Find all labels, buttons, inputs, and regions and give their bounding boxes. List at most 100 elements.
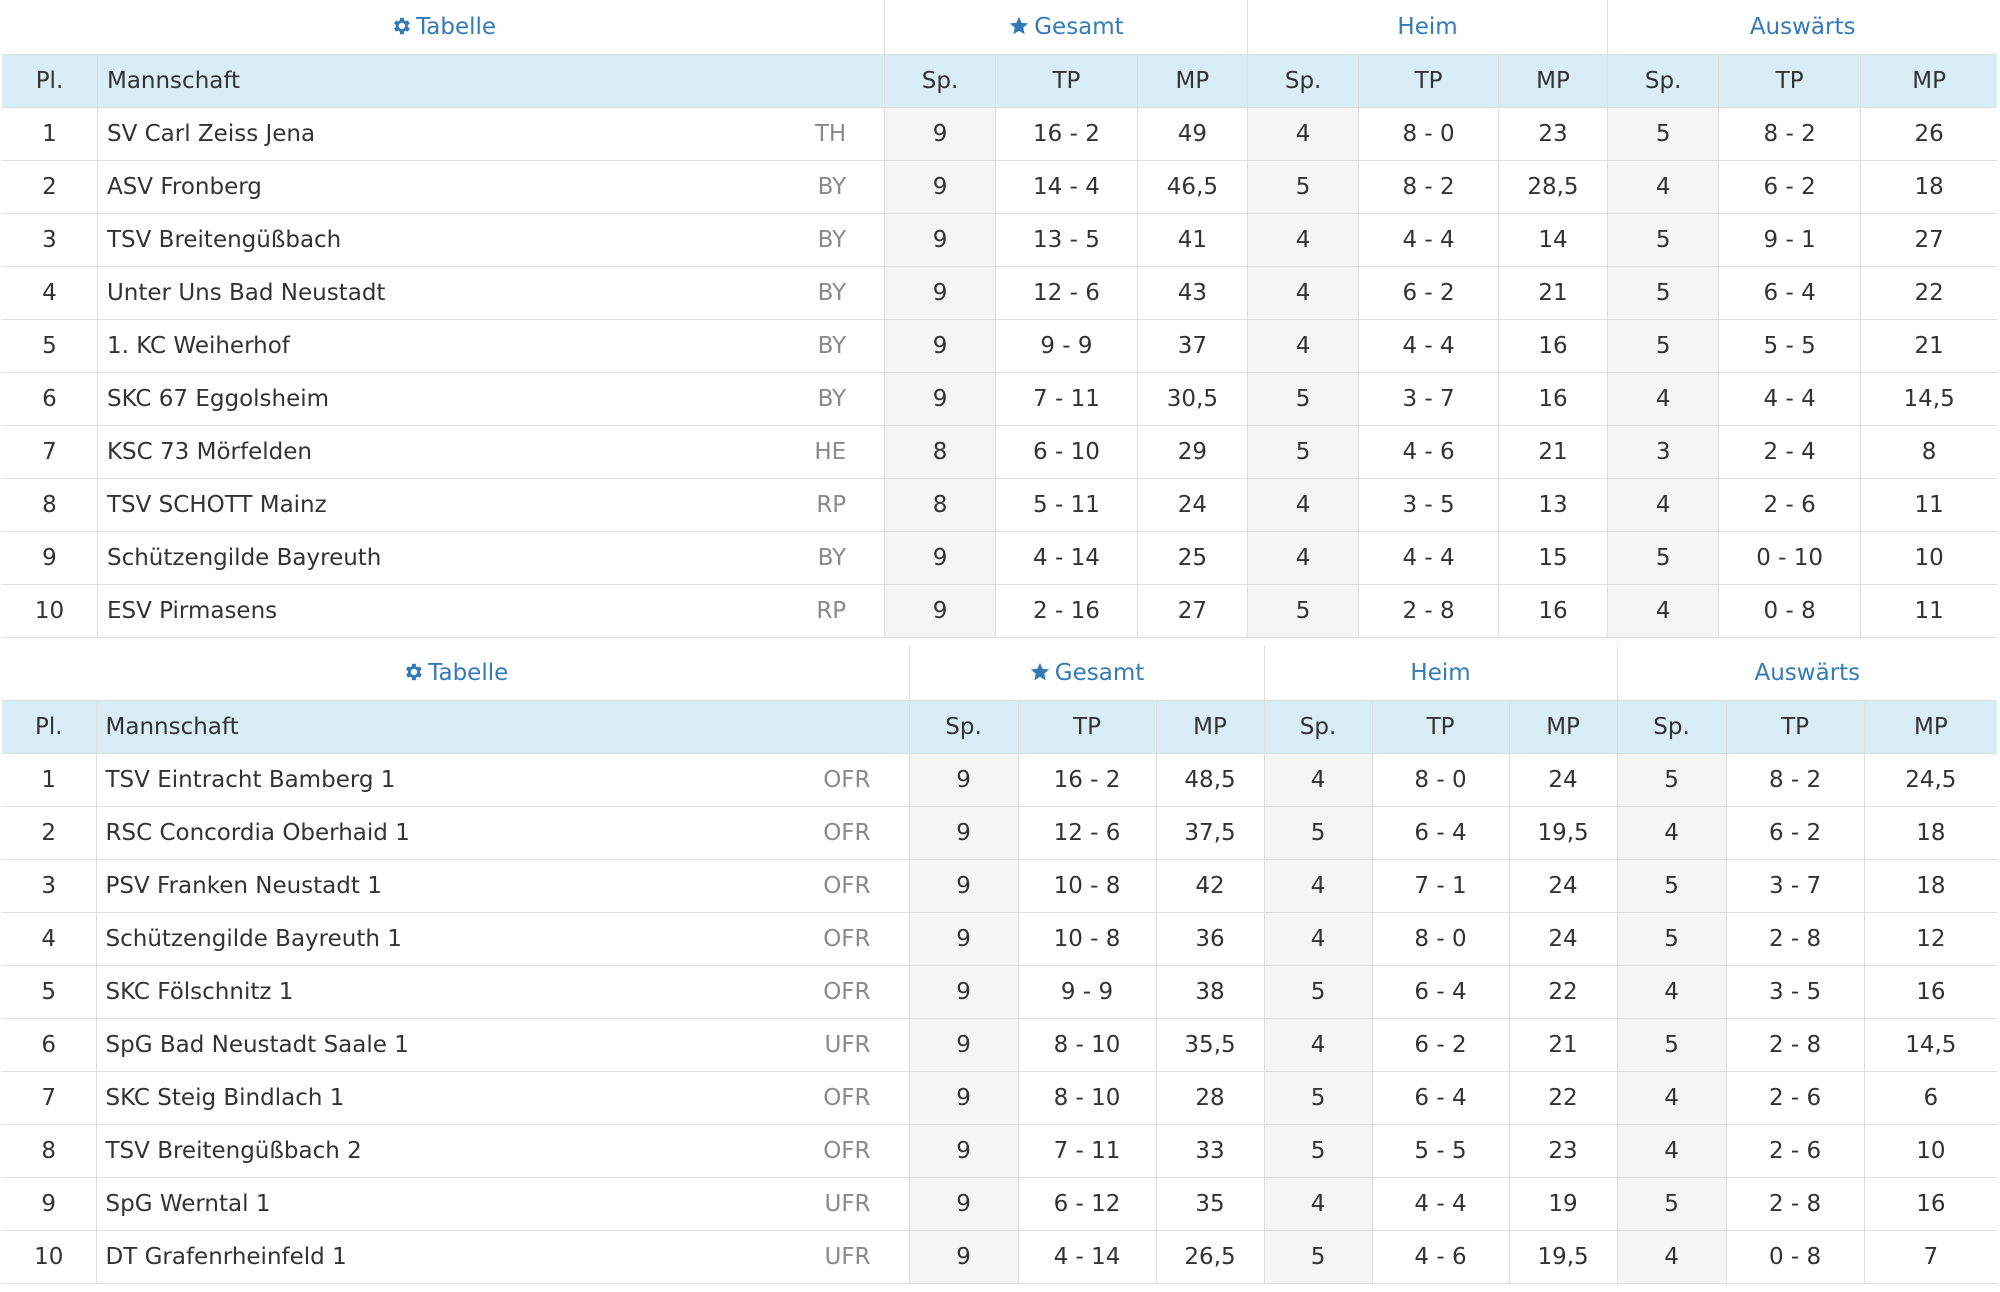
team-name[interactable]: Schützengilde Bayreuth — [97, 531, 794, 585]
team-name[interactable]: TSV Eintracht Bamberg 1 — [96, 753, 819, 807]
col-away-mp: MP — [1860, 54, 1997, 108]
cell-games: 9 — [909, 1124, 1019, 1178]
team-name[interactable]: ASV Fronberg — [97, 160, 794, 214]
group-header-away[interactable]: Auswärts — [1607, 0, 1997, 55]
group-table-label[interactable]: Tabelle — [416, 13, 497, 40]
team-name[interactable]: Unter Uns Bad Neustadt — [97, 266, 794, 320]
cell-tp: 16 - 2 — [995, 107, 1139, 161]
team-region: OFR — [819, 1124, 910, 1178]
table-row: 6 SpG Bad Neustadt Saale 1 UFR 9 8 - 10 35,5 4… — [2, 1018, 1998, 1072]
cell-away-tp: 0 - 8 — [1726, 1230, 1865, 1284]
cell-games: 9 — [909, 753, 1019, 807]
group-away-label[interactable]: Auswärts — [1749, 13, 1856, 40]
cell-home-mp: 22 — [1509, 965, 1618, 1019]
col-away-tp: TP — [1726, 700, 1865, 754]
cell-away-mp: 24,5 — [1864, 753, 1998, 807]
group-header-table[interactable]: Tabelle — [2, 0, 886, 55]
cell-games: 9 — [909, 859, 1019, 913]
team-name[interactable]: SKC 67 Eggolsheim — [97, 372, 794, 426]
group-header-away[interactable]: Auswärts — [1617, 646, 1998, 701]
cell-mp: 37 — [1137, 319, 1248, 373]
cell-home-tp: 4 - 4 — [1358, 213, 1499, 267]
group-header-total[interactable]: Gesamt — [884, 0, 1248, 55]
team-region: OFR — [819, 806, 910, 860]
team-name[interactable]: RSC Concordia Oberhaid 1 — [96, 806, 819, 860]
cell-tp: 2 - 16 — [995, 584, 1139, 638]
table-row: 8 TSV SCHOTT Mainz RP 8 5 - 11 24 4 3 - 5 13 4 2 -… — [2, 478, 1997, 532]
cell-home-games: 4 — [1264, 912, 1373, 966]
cell-tp: 14 - 4 — [995, 160, 1139, 214]
cell-place: 6 — [2, 372, 98, 426]
group-total-label[interactable]: Gesamt — [1054, 659, 1145, 686]
team-region: TH — [793, 107, 886, 161]
table-row: 1 SV Carl Zeiss Jena TH 9 16 - 2 49 4 8 - 0 23 5 8… — [2, 107, 1997, 161]
cell-home-games: 4 — [1264, 753, 1373, 807]
cell-home-mp: 22 — [1509, 1071, 1618, 1125]
cell-place: 3 — [2, 213, 98, 267]
standings-table: Tabelle Gesamt Heim Auswärts Pl. Mannsch… — [2, 646, 1998, 1284]
col-place: Pl. — [2, 700, 97, 754]
group-header-total[interactable]: Gesamt — [909, 646, 1265, 701]
table-row: 6 SKC 67 Eggolsheim BY 9 7 - 11 30,5 5 3 - 7 16 4… — [2, 372, 1997, 426]
col-away-games: Sp. — [1607, 54, 1720, 108]
cell-away-tp: 0 - 8 — [1718, 584, 1862, 638]
col-away-mp: MP — [1864, 700, 1998, 754]
group-header-table[interactable]: Tabelle — [2, 646, 910, 701]
col-mp: MP — [1156, 700, 1265, 754]
cell-away-tp: 2 - 6 — [1726, 1124, 1865, 1178]
group-header-home[interactable]: Heim — [1247, 0, 1609, 55]
cell-games: 9 — [909, 806, 1019, 860]
cell-away-games: 4 — [1607, 372, 1720, 426]
cell-home-tp: 6 - 4 — [1372, 965, 1510, 1019]
col-team: Mannschaft — [96, 700, 910, 754]
group-home-label[interactable]: Heim — [1410, 659, 1471, 686]
cell-tp: 13 - 5 — [995, 213, 1139, 267]
col-mp: MP — [1137, 54, 1248, 108]
cell-tp: 9 - 9 — [1018, 965, 1157, 1019]
team-region: BY — [793, 160, 886, 214]
cell-away-games: 4 — [1617, 965, 1727, 1019]
group-total-label[interactable]: Gesamt — [1034, 13, 1124, 40]
gear-icon — [394, 17, 410, 34]
group-home-label[interactable]: Heim — [1397, 13, 1458, 40]
cell-mp: 27 — [1137, 584, 1248, 638]
cell-away-tp: 5 - 5 — [1718, 319, 1862, 373]
col-home-tp: TP — [1372, 700, 1510, 754]
team-name[interactable]: KSC 73 Mörfelden — [97, 425, 794, 479]
team-name[interactable]: DT Grafenrheinfeld 1 — [96, 1230, 819, 1284]
group-header-home[interactable]: Heim — [1264, 646, 1618, 701]
team-name[interactable]: TSV Breitengüßbach — [97, 213, 794, 267]
cell-away-games: 5 — [1617, 753, 1727, 807]
team-name[interactable]: PSV Franken Neustadt 1 — [96, 859, 819, 913]
team-name[interactable]: TSV Breitengüßbach 2 — [96, 1124, 819, 1178]
team-name[interactable]: SpG Bad Neustadt Saale 1 — [96, 1018, 819, 1072]
team-region: BY — [793, 266, 886, 320]
cell-home-mp: 24 — [1509, 859, 1618, 913]
cell-games: 9 — [884, 319, 996, 373]
team-name[interactable]: SpG Werntal 1 — [96, 1177, 819, 1231]
team-name[interactable]: ESV Pirmasens — [97, 584, 794, 638]
team-name[interactable]: SV Carl Zeiss Jena — [97, 107, 794, 161]
team-name[interactable]: SKC Fölschnitz 1 — [96, 965, 819, 1019]
column-header-row: Pl. Mannschaft Sp. TP MP Sp. TP MP Sp. T… — [2, 54, 1997, 108]
team-name[interactable]: SKC Steig Bindlach 1 — [96, 1071, 819, 1125]
cell-games: 9 — [909, 912, 1019, 966]
cell-away-mp: 11 — [1860, 584, 1997, 638]
cell-tp: 4 - 14 — [1018, 1230, 1157, 1284]
team-name[interactable]: TSV SCHOTT Mainz — [97, 478, 794, 532]
table-row: 7 KSC 73 Mörfelden HE 8 6 - 10 29 5 4 - 6 21 3 2 -… — [2, 425, 1997, 479]
team-region: BY — [793, 372, 886, 426]
cell-tp: 7 - 11 — [995, 372, 1139, 426]
col-home-mp: MP — [1498, 54, 1609, 108]
cell-tp: 9 - 9 — [995, 319, 1139, 373]
cell-home-tp: 6 - 4 — [1372, 806, 1510, 860]
group-away-label[interactable]: Auswärts — [1754, 659, 1861, 686]
group-table-label[interactable]: Tabelle — [428, 659, 509, 686]
cell-home-mp: 21 — [1509, 1018, 1618, 1072]
cell-home-mp: 24 — [1509, 912, 1618, 966]
team-name[interactable]: Schützengilde Bayreuth 1 — [96, 912, 819, 966]
team-name[interactable]: 1. KC Weiherhof — [97, 319, 794, 373]
cell-tp: 4 - 14 — [995, 531, 1139, 585]
cell-home-tp: 6 - 2 — [1372, 1018, 1510, 1072]
